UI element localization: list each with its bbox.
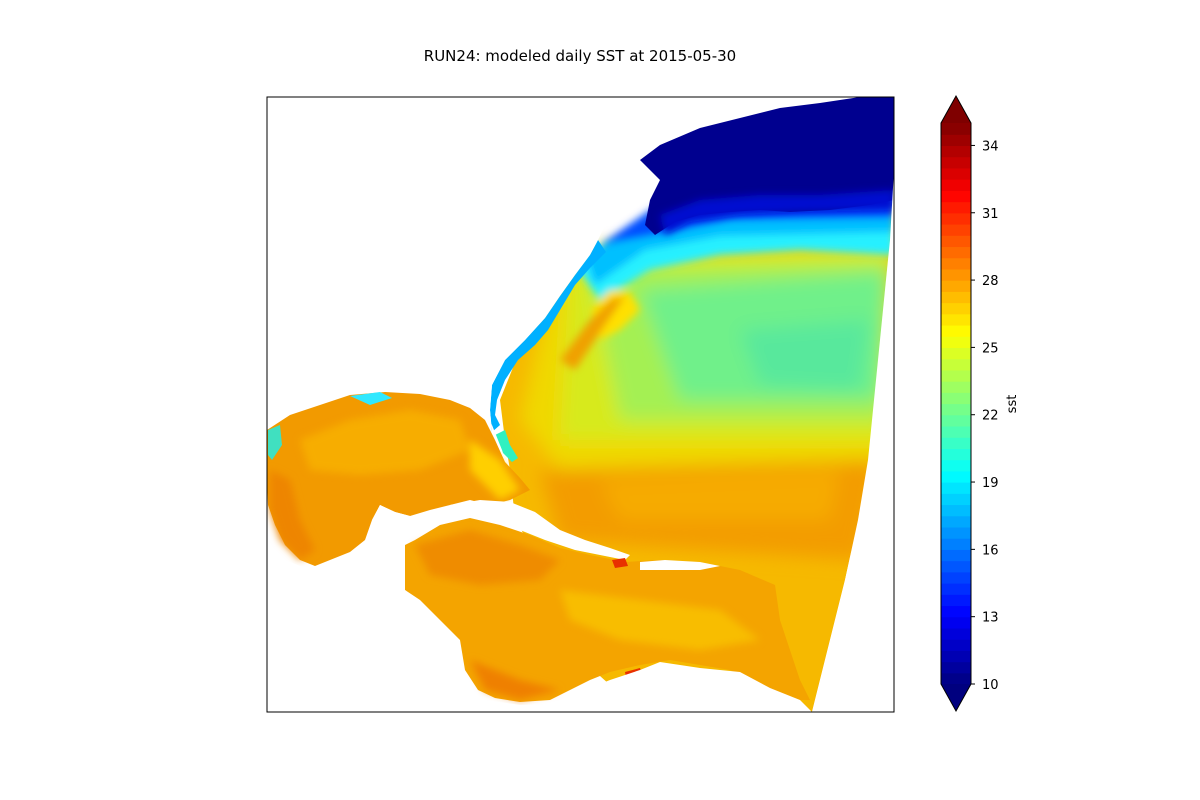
colorbar-level — [941, 650, 971, 663]
colorbar-level — [941, 145, 971, 158]
colorbar-tick-label: 10 — [982, 678, 999, 693]
colorbar-level — [941, 302, 971, 315]
colorbar-tick-label: 31 — [982, 207, 999, 222]
map-axes-frame — [266, 96, 895, 713]
colorbar-level — [941, 336, 971, 348]
colorbar-level — [941, 291, 971, 304]
colorbar-level — [941, 403, 971, 416]
colorbar-level — [941, 381, 971, 393]
figure-title: RUN24: modeled daily SST at 2015-05-30 — [424, 47, 736, 65]
colorbar-ticks: 10 13 16 19 22 25 28 31 34 — [971, 139, 999, 693]
colorbar-level — [941, 212, 971, 225]
colorbar-level — [941, 470, 971, 483]
colorbar-level — [941, 515, 971, 528]
colorbar-level — [941, 639, 971, 651]
colorbar-tick-label: 25 — [982, 341, 999, 356]
colorbar-level — [941, 425, 971, 438]
colorbar-level — [941, 560, 971, 573]
colorbar-label: sst — [1005, 395, 1020, 414]
colorbar-level — [941, 257, 971, 270]
colorbar-level — [941, 369, 971, 382]
colorbar-level — [941, 493, 971, 506]
colorbar-level — [941, 156, 971, 169]
colorbar-level — [941, 661, 971, 674]
colorbar-level — [941, 627, 971, 640]
colorbar-level — [941, 167, 971, 180]
colorbar-level — [941, 414, 971, 427]
colorbar-level — [941, 268, 971, 281]
colorbar-level — [941, 190, 971, 203]
colorbar-level — [941, 571, 971, 584]
colorbar-level — [941, 526, 971, 539]
colorbar-level — [941, 594, 971, 607]
colorbar-level — [941, 583, 971, 595]
colorbar-tick-label: 19 — [982, 476, 999, 491]
colorbar-level — [941, 605, 971, 618]
colorbar-level — [941, 123, 971, 135]
sst-map — [266, 96, 895, 713]
colorbar-level — [941, 358, 971, 371]
colorbar-level — [941, 280, 971, 292]
colorbar-tick-label: 16 — [982, 543, 999, 558]
colorbar-extend-min — [941, 684, 971, 711]
colorbar-extend-max — [941, 96, 971, 123]
colorbar-level — [941, 616, 971, 629]
colorbar-level — [941, 246, 971, 259]
colorbar — [940, 94, 972, 713]
colorbar-level — [941, 538, 971, 550]
colorbar-level — [941, 179, 971, 191]
sst-field — [267, 97, 894, 712]
colorbar-level — [941, 347, 971, 360]
colorbar-level — [941, 235, 971, 248]
colorbar-level — [941, 223, 971, 236]
colorbar-level — [941, 392, 971, 405]
colorbar-level — [941, 482, 971, 494]
colorbar-level — [941, 134, 971, 147]
colorbar-level — [941, 437, 971, 449]
colorbar-tick-label: 22 — [982, 409, 999, 424]
colorbar-level — [941, 324, 971, 337]
colorbar-tick-label: 28 — [982, 274, 999, 289]
colorbar-level — [941, 549, 971, 562]
colorbar-level — [941, 504, 971, 517]
colorbar-tick-label: 34 — [982, 139, 999, 154]
colorbar-level — [941, 448, 971, 461]
colorbar-level — [941, 459, 971, 472]
colorbar-tick-label: 13 — [982, 611, 999, 626]
colorbar-level — [941, 313, 971, 326]
colorbar-level — [941, 672, 971, 685]
colorbar-level — [941, 201, 971, 214]
